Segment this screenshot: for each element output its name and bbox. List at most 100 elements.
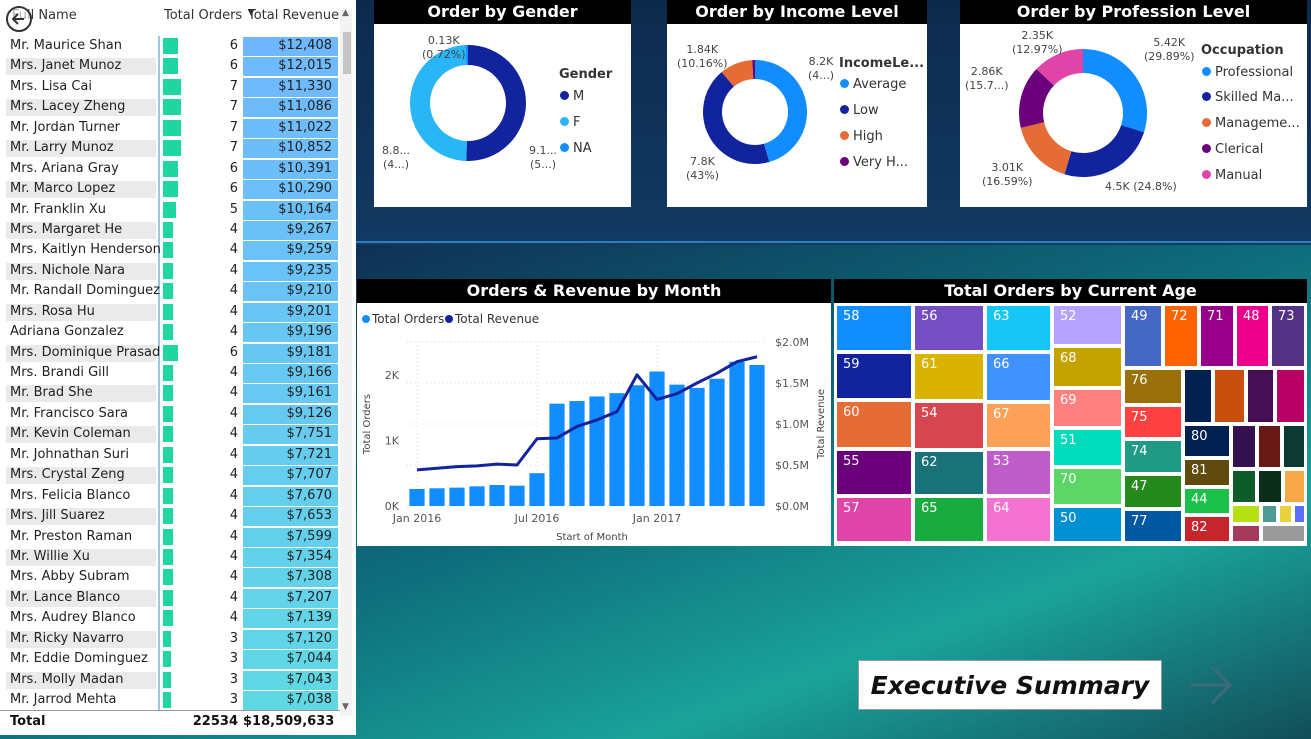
treemap-cell-small[interactable] <box>1184 369 1212 423</box>
legend-item-average[interactable]: Average <box>840 77 906 92</box>
table-row[interactable]: Mrs. Janet Munoz 6 $12,015 <box>0 56 340 77</box>
treemap-cell-small[interactable] <box>1232 425 1256 468</box>
table-row[interactable]: Mrs. Nichole Nara 4 $9,235 <box>0 261 340 281</box>
table-row[interactable]: Mr. Eddie Dominguez 3 $7,044 <box>0 649 340 670</box>
treemap-cell-age[interactable]: 56 <box>914 305 984 351</box>
treemap-cell-age[interactable]: 81 <box>1184 459 1230 486</box>
treemap-cell-small[interactable] <box>1258 425 1281 468</box>
legend-item-f[interactable]: F <box>560 115 580 130</box>
legend-item-clerical[interactable]: Clerical <box>1202 142 1263 157</box>
legend-item-total-revenue[interactable]: Total Revenue <box>445 312 539 326</box>
treemap-cell-age[interactable]: 71 <box>1200 305 1234 367</box>
treemap-cell-age[interactable]: 54 <box>914 402 984 449</box>
treemap-cell-age[interactable]: 69 <box>1053 389 1122 427</box>
treemap-cell-small[interactable] <box>1232 525 1260 542</box>
table-row[interactable]: Mr. Kevin Coleman 4 $7,751 <box>0 424 340 445</box>
table-row[interactable]: Mrs. Rosa Hu 4 $9,201 <box>0 302 340 322</box>
table-row[interactable]: Mrs. Lisa Cai 7 $11,330 <box>0 77 340 97</box>
treemap-cell-small[interactable] <box>1279 505 1292 523</box>
table-row[interactable]: Mrs. Molly Madan 3 $7,043 <box>0 670 340 690</box>
treemap-cell-age[interactable]: 67 <box>986 403 1051 448</box>
treemap-cell-age[interactable]: 47 <box>1124 475 1182 508</box>
table-row[interactable]: Mrs. Audrey Blanco 4 $7,139 <box>0 608 340 629</box>
treemap-cell-small[interactable] <box>1262 525 1305 542</box>
table-row[interactable]: Mr. Jarrod Mehta 3 $7,038 <box>0 690 340 710</box>
legend-item-skilled-manual[interactable]: Skilled Ma... <box>1202 90 1294 105</box>
next-page-arrow-icon[interactable] <box>1188 664 1234 706</box>
treemap-cell-age[interactable]: 53 <box>986 450 1051 495</box>
legend-item-total-orders[interactable]: Total Orders <box>362 312 444 326</box>
table-row[interactable]: Mr. Larry Munoz 7 $10,852 <box>0 138 340 159</box>
treemap-cell-age[interactable]: 52 <box>1053 305 1122 345</box>
treemap-cell-age[interactable]: 50 <box>1053 507 1122 542</box>
table-row[interactable]: Mrs. Jill Suarez 4 $7,653 <box>0 506 340 527</box>
table-row[interactable]: Mrs. Abby Subram 4 $7,308 <box>0 567 340 588</box>
treemap-cell-small[interactable] <box>1276 369 1305 423</box>
table-row[interactable]: Mr. Lance Blanco 4 $7,207 <box>0 588 340 608</box>
table-row[interactable]: Mr. Francisco Sara 4 $9,126 <box>0 404 340 424</box>
treemap-cell-small[interactable] <box>1284 470 1305 503</box>
treemap-cell-small[interactable] <box>1247 369 1274 423</box>
treemap-cell-age[interactable]: 51 <box>1053 429 1122 466</box>
treemap-cell-age[interactable]: 64 <box>986 497 1051 542</box>
treemap-cell-small[interactable] <box>1283 425 1305 468</box>
table-row[interactable]: Mr. Preston Raman 4 $7,599 <box>0 527 340 547</box>
treemap-cell-age[interactable]: 58 <box>836 305 912 351</box>
treemap-cell-age[interactable]: 68 <box>1053 347 1122 387</box>
treemap-cell-age[interactable]: 80 <box>1184 425 1230 457</box>
treemap-cell-age[interactable]: 76 <box>1124 369 1182 404</box>
table-row[interactable]: Mrs. Dominique Prasad 6 $9,181 <box>0 343 340 363</box>
treemap-cell-age[interactable]: 72 <box>1164 305 1198 367</box>
treemap-cell-age[interactable]: 59 <box>836 353 912 399</box>
treemap-cell-small[interactable] <box>1262 505 1277 523</box>
scroll-down-icon[interactable]: ▼ <box>342 702 349 712</box>
treemap-cell-age[interactable]: 62 <box>914 451 984 495</box>
legend-item-manual[interactable]: Manual <box>1202 168 1262 183</box>
treemap-cell-age[interactable]: 74 <box>1124 440 1182 473</box>
treemap-cell-age[interactable]: 49 <box>1124 305 1162 367</box>
table-row[interactable]: Mr. Randall Dominguez 4 $9,210 <box>0 281 340 302</box>
scrollbar-thumb[interactable] <box>343 32 351 74</box>
table-row[interactable]: Mr. Jordan Turner 7 $11,022 <box>0 118 340 138</box>
treemap-cell-small[interactable] <box>1214 369 1245 423</box>
treemap-cell-age[interactable]: 73 <box>1271 305 1305 367</box>
table-row[interactable]: Mrs. Brandi Gill 4 $9,166 <box>0 363 340 383</box>
legend-item-high[interactable]: High <box>840 129 883 144</box>
table-row[interactable]: Mrs. Margaret He 4 $9,267 <box>0 220 340 240</box>
table-row[interactable]: Mrs. Ariana Gray 6 $10,391 <box>0 159 340 179</box>
table-row[interactable]: Mr. Ricky Navarro 3 $7,120 <box>0 629 340 649</box>
treemap-cell-age[interactable]: 66 <box>986 353 1051 401</box>
column-header-total-revenue[interactable]: Total Revenue <box>248 8 340 23</box>
table-row[interactable]: Adriana Gonzalez 4 $9,196 <box>0 322 340 343</box>
legend-item-low[interactable]: Low <box>840 103 879 118</box>
treemap-cell-age[interactable]: 75 <box>1124 406 1182 438</box>
back-button[interactable] <box>6 6 32 32</box>
treemap-cell-small[interactable] <box>1232 505 1260 523</box>
legend-item-very-high[interactable]: Very H... <box>840 155 908 170</box>
treemap-cell-age[interactable]: 61 <box>914 353 984 400</box>
column-header-total-orders[interactable]: Total Orders <box>164 8 243 23</box>
treemap-cell-age[interactable]: 44 <box>1184 488 1230 514</box>
table-row[interactable]: Mr. Johnathan Suri 4 $7,721 <box>0 445 340 465</box>
table-row[interactable]: Mr. Marco Lopez 6 $10,290 <box>0 179 340 200</box>
treemap-cell-small[interactable] <box>1294 505 1305 523</box>
scroll-up-icon[interactable]: ▲ <box>342 8 349 18</box>
table-row[interactable]: Mrs. Felicia Blanco 4 $7,670 <box>0 486 340 506</box>
treemap-cell-age[interactable]: 82 <box>1184 516 1230 542</box>
table-row[interactable]: Mr. Franklin Xu 5 $10,164 <box>0 200 340 220</box>
table-row[interactable]: Mrs. Kaitlyn Henderson 4 $9,259 <box>0 240 340 261</box>
legend-item-na[interactable]: NA <box>560 141 592 156</box>
treemap-cell-age[interactable]: 48 <box>1236 305 1269 367</box>
table-row[interactable]: Mrs. Crystal Zeng 4 $7,707 <box>0 465 340 486</box>
treemap-cell-age[interactable]: 77 <box>1124 510 1182 542</box>
legend-item-management[interactable]: Manageme... <box>1202 116 1300 131</box>
treemap-cell-age[interactable]: 55 <box>836 450 912 495</box>
legend-item-professional[interactable]: Professional <box>1202 65 1293 80</box>
treemap-cell-small[interactable] <box>1232 470 1256 503</box>
table-row[interactable]: Mrs. Lacey Zheng 7 $11,086 <box>0 97 340 118</box>
executive-summary-button[interactable]: Executive Summary <box>858 660 1162 710</box>
table-scrollbar[interactable] <box>340 10 352 716</box>
treemap-cell-age[interactable]: 63 <box>986 305 1051 351</box>
treemap-cell-small[interactable] <box>1258 470 1282 503</box>
treemap-cell-age[interactable]: 70 <box>1053 468 1122 505</box>
